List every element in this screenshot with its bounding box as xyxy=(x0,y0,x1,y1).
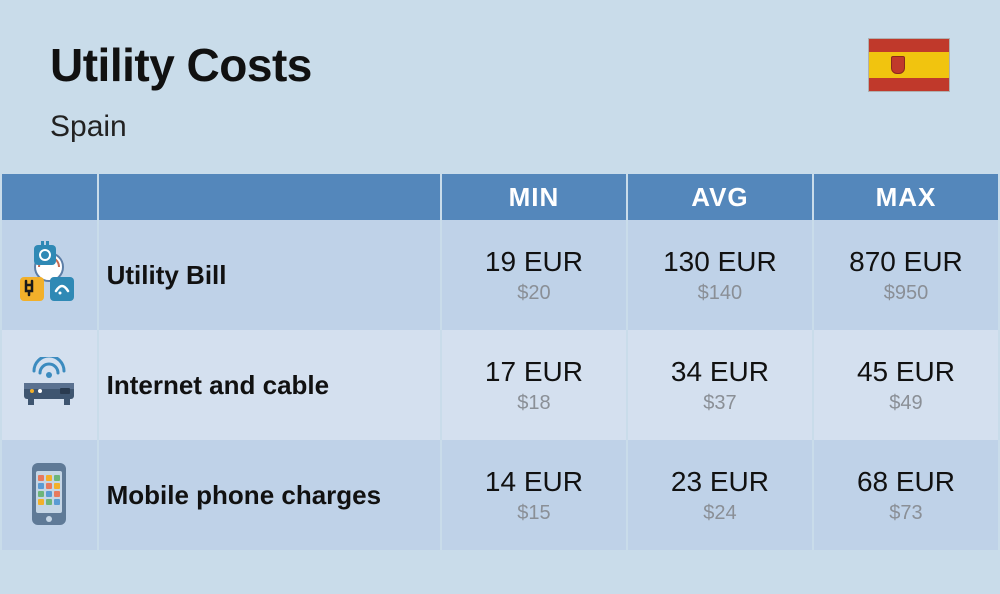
value-secondary: $24 xyxy=(628,502,812,525)
row-label: Mobile phone charges xyxy=(99,440,440,550)
phone-icon xyxy=(14,459,84,529)
title-block: Utility Costs Spain xyxy=(50,38,312,144)
utilities-icon xyxy=(14,239,84,309)
col-max: MAX xyxy=(814,174,998,220)
cell-max: 68 EUR $73 xyxy=(814,440,998,550)
costs-table: MIN AVG MAX xyxy=(0,174,1000,550)
value-primary: 19 EUR xyxy=(442,246,626,278)
col-icon xyxy=(2,174,97,220)
value-primary: 14 EUR xyxy=(442,466,626,498)
header: Utility Costs Spain xyxy=(0,0,1000,174)
cell-max: 870 EUR $950 xyxy=(814,220,998,330)
page-subtitle: Spain xyxy=(50,110,312,144)
value-secondary: $950 xyxy=(814,282,998,305)
value-secondary: $20 xyxy=(442,282,626,305)
row-icon-cell xyxy=(2,220,97,330)
cell-max: 45 EUR $49 xyxy=(814,330,998,440)
value-primary: 34 EUR xyxy=(628,356,812,388)
cell-min: 17 EUR $18 xyxy=(442,330,626,440)
row-label: Internet and cable xyxy=(99,330,440,440)
row-icon-cell xyxy=(2,440,97,550)
cell-min: 14 EUR $15 xyxy=(442,440,626,550)
row-label: Utility Bill xyxy=(99,220,440,330)
col-label xyxy=(99,174,440,220)
value-primary: 17 EUR xyxy=(442,356,626,388)
col-min: MIN xyxy=(442,174,626,220)
table-header-row: MIN AVG MAX xyxy=(2,174,998,220)
value-primary: 45 EUR xyxy=(814,356,998,388)
page-title: Utility Costs xyxy=(50,38,312,92)
value-secondary: $73 xyxy=(814,502,998,525)
value-secondary: $18 xyxy=(442,392,626,415)
value-primary: 870 EUR xyxy=(814,246,998,278)
value-secondary: $140 xyxy=(628,282,812,305)
value-primary: 68 EUR xyxy=(814,466,998,498)
value-primary: 23 EUR xyxy=(628,466,812,498)
cell-min: 19 EUR $20 xyxy=(442,220,626,330)
value-secondary: $15 xyxy=(442,502,626,525)
router-icon xyxy=(14,350,84,420)
value-primary: 130 EUR xyxy=(628,246,812,278)
value-secondary: $37 xyxy=(628,392,812,415)
value-secondary: $49 xyxy=(814,392,998,415)
cell-avg: 34 EUR $37 xyxy=(628,330,812,440)
col-avg: AVG xyxy=(628,174,812,220)
row-icon-cell xyxy=(2,330,97,440)
table-row: Internet and cable 17 EUR $18 34 EUR $37… xyxy=(2,330,998,440)
table-row: Utility Bill 19 EUR $20 130 EUR $140 870… xyxy=(2,220,998,330)
cell-avg: 23 EUR $24 xyxy=(628,440,812,550)
cell-avg: 130 EUR $140 xyxy=(628,220,812,330)
table-row: Mobile phone charges 14 EUR $15 23 EUR $… xyxy=(2,440,998,550)
spain-flag-icon xyxy=(868,38,950,92)
